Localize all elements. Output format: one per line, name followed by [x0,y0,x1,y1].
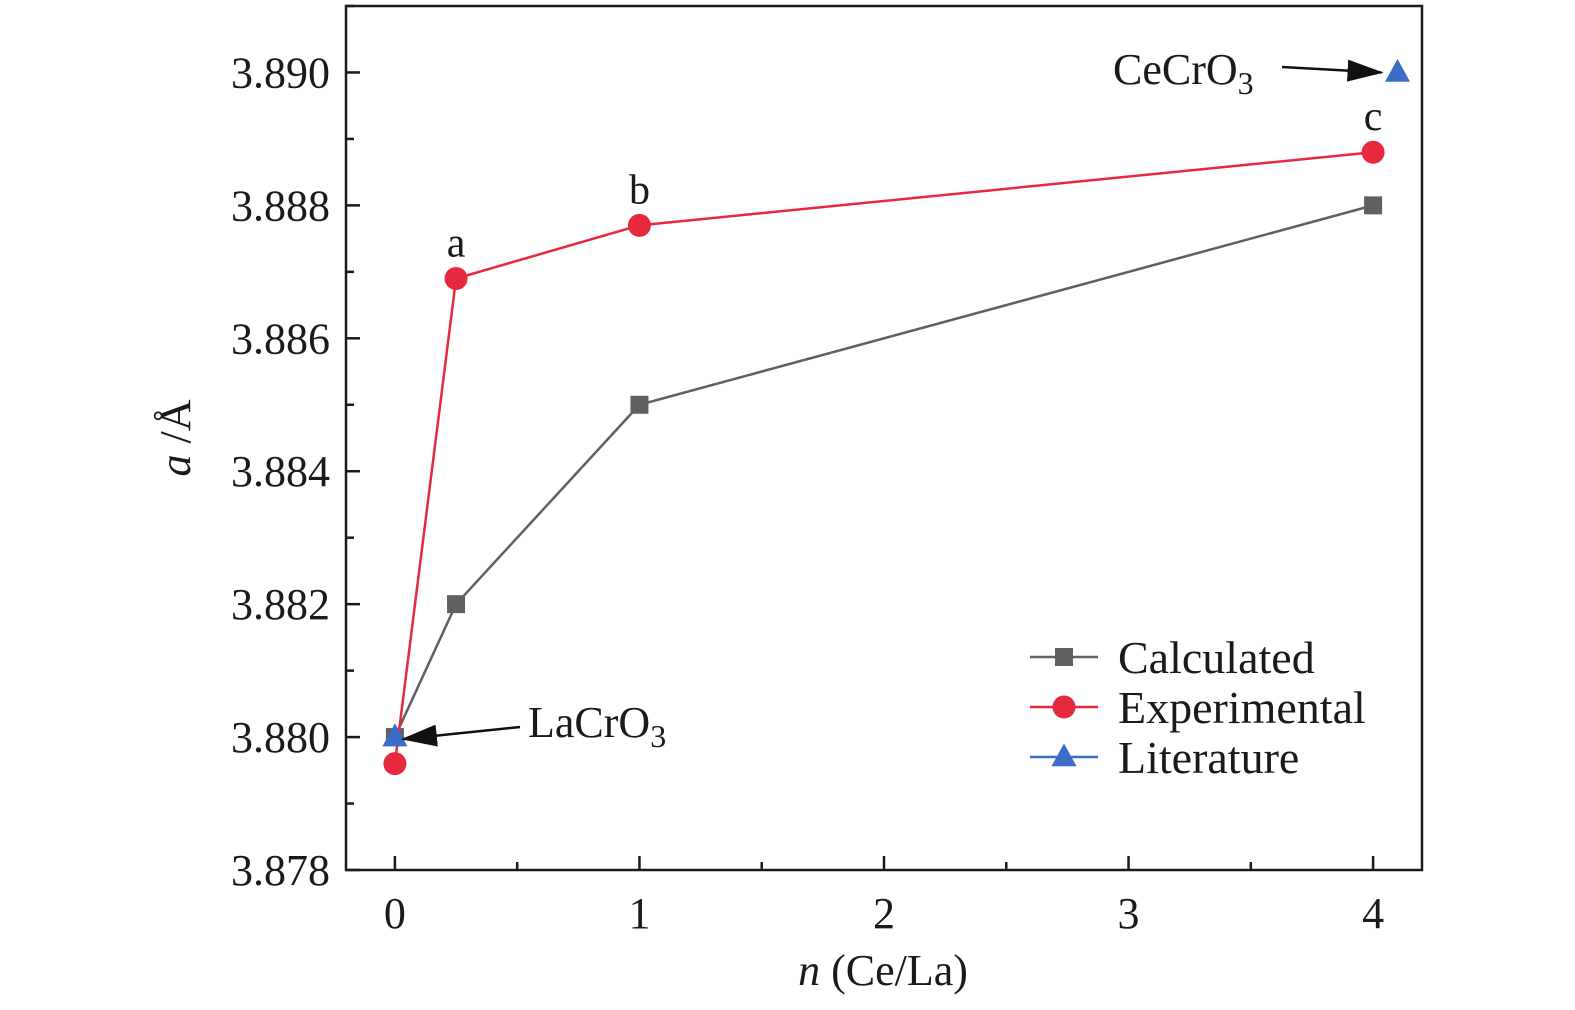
legend-entry-calculated: Calculated [1030,632,1315,683]
x-tick-label: 4 [1362,889,1384,938]
x-axis-ticks: 0 1 2 3 4 [384,856,1384,938]
data-point-calculated [1364,196,1383,215]
x-tick-label: 3 [1118,889,1140,938]
legend-entry-experimental: Experimental [1030,682,1366,733]
annotations: LaCrO3 CeCrO3 [400,45,1384,754]
series-experimental [383,140,1385,776]
data-point-experimental [1361,140,1385,164]
annotation-lacro3: LaCrO3 [528,698,666,754]
data-point-literature [1385,58,1411,82]
x-tick-label: 1 [628,889,650,938]
data-point-calculated [630,395,649,414]
y-tick-label: 3.884 [231,447,330,496]
y-tick-label: 3.882 [231,580,330,629]
arrow-lacro3 [400,724,521,747]
annotation-cecro3: CeCrO3 [1113,45,1254,101]
y-tick-label: 3.878 [231,846,330,895]
x-axis-label: n (Ce/La) [798,946,968,995]
legend-marker [1052,695,1076,719]
legend-marker [1051,743,1077,767]
series-line-experimental [393,150,1374,764]
legend-label: Experimental [1118,682,1366,733]
series-layer [382,58,1411,776]
data-point-experimental [627,213,651,237]
data-point-experimental [383,752,407,776]
y-tick-label: 3.888 [231,181,330,230]
point-label-c: c [1364,94,1383,140]
y-tick-label: 3.880 [231,713,330,762]
x-tick-label: 0 [384,889,406,938]
legend-label: Literature [1118,732,1299,783]
y-tick-label: 3.886 [231,314,330,363]
point-labels: a b c [447,94,1383,266]
data-point-calculated [447,595,466,614]
series-line-calculated [393,204,1374,738]
point-label-b: b [629,167,650,213]
arrow-cecro3 [1281,59,1384,82]
legend-entry-literature: Literature [1030,732,1299,783]
x-tick-label: 2 [873,889,895,938]
legend-label: Calculated [1118,632,1315,683]
legend-marker [1055,648,1073,666]
y-axis-ticks: 3.878 3.880 3.882 3.884 3.886 3.888 3.890 [231,4,360,895]
y-axis-label: a /Å [151,399,200,476]
point-label-a: a [447,220,466,266]
data-point-experimental [444,266,468,290]
y-tick-label: 3.890 [231,48,330,97]
